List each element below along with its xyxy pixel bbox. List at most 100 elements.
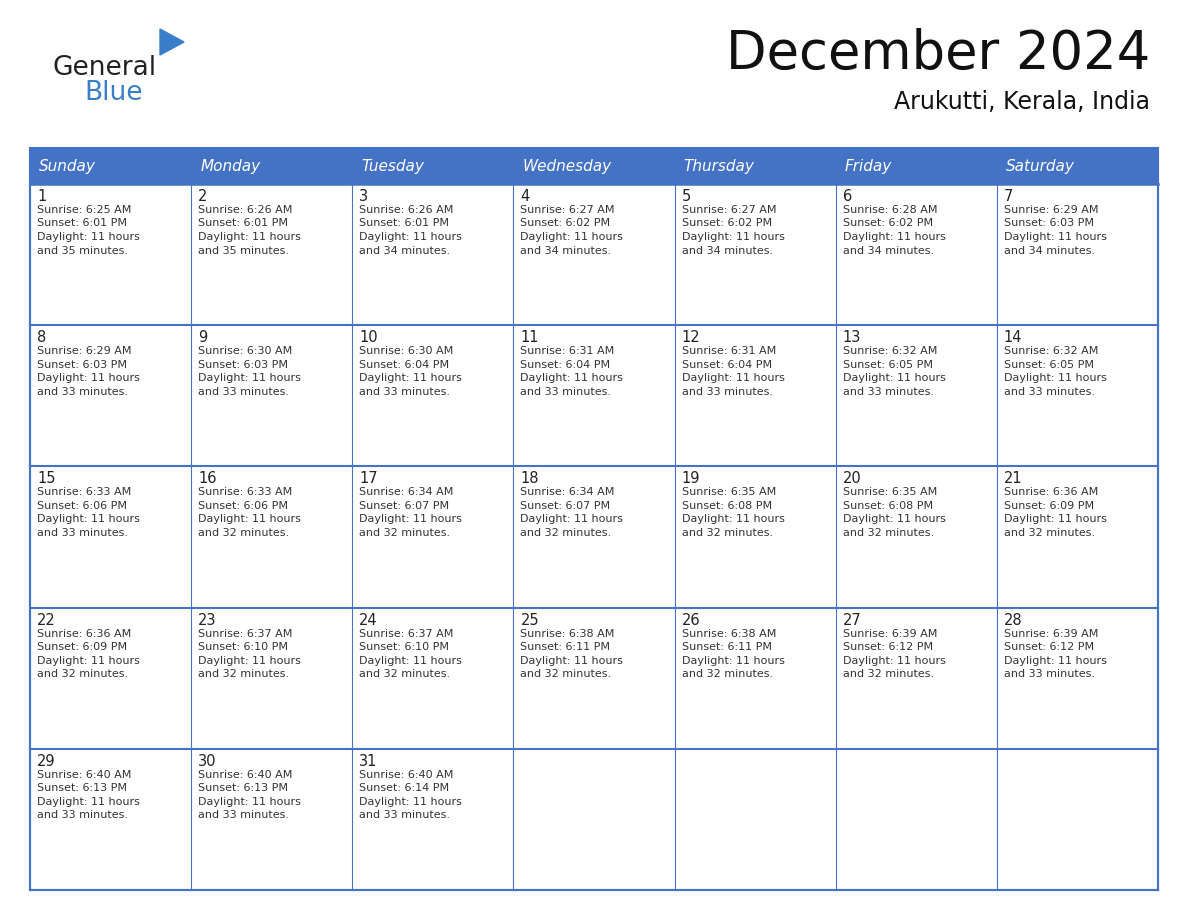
Text: Daylight: 11 hours: Daylight: 11 hours [198, 797, 301, 807]
Text: Sunset: 6:13 PM: Sunset: 6:13 PM [37, 783, 127, 793]
Text: Daylight: 11 hours: Daylight: 11 hours [520, 232, 624, 242]
Bar [353, 608, 513, 749]
Text: 7: 7 [1004, 189, 1013, 204]
Text: 28: 28 [1004, 612, 1023, 628]
Text: 3: 3 [359, 189, 368, 204]
Text: Sunrise: 6:27 AM: Sunrise: 6:27 AM [520, 205, 615, 215]
Text: Arukutti, Kerala, India: Arukutti, Kerala, India [895, 90, 1150, 114]
Text: and 34 minutes.: and 34 minutes. [1004, 245, 1095, 255]
Text: 11: 11 [520, 330, 539, 345]
Text: Sunrise: 6:36 AM: Sunrise: 6:36 AM [37, 629, 131, 639]
Text: Sunrise: 6:36 AM: Sunrise: 6:36 AM [1004, 487, 1098, 498]
Text: and 32 minutes.: and 32 minutes. [520, 669, 612, 679]
Text: Sunset: 6:02 PM: Sunset: 6:02 PM [520, 218, 611, 229]
Text: and 34 minutes.: and 34 minutes. [842, 245, 934, 255]
Text: Sunset: 6:13 PM: Sunset: 6:13 PM [198, 783, 289, 793]
Text: Daylight: 11 hours: Daylight: 11 hours [37, 232, 140, 242]
Text: and 33 minutes.: and 33 minutes. [1004, 669, 1095, 679]
Text: Sunset: 6:01 PM: Sunset: 6:01 PM [359, 218, 449, 229]
Text: Daylight: 11 hours: Daylight: 11 hours [520, 514, 624, 524]
Text: and 32 minutes.: and 32 minutes. [359, 528, 450, 538]
Text: and 32 minutes.: and 32 minutes. [520, 528, 612, 538]
Text: 19: 19 [682, 472, 700, 487]
Text: Sunrise: 6:40 AM: Sunrise: 6:40 AM [37, 770, 132, 779]
Text: and 33 minutes.: and 33 minutes. [37, 386, 128, 397]
Text: Sunrise: 6:27 AM: Sunrise: 6:27 AM [682, 205, 776, 215]
Text: Sunrise: 6:35 AM: Sunrise: 6:35 AM [842, 487, 937, 498]
Text: and 33 minutes.: and 33 minutes. [359, 386, 450, 397]
Bar [353, 148, 513, 184]
Bar [353, 325, 513, 466]
Bar [997, 466, 1158, 608]
Text: Sunrise: 6:39 AM: Sunrise: 6:39 AM [1004, 629, 1098, 639]
Bar [191, 325, 353, 466]
Bar [353, 184, 513, 325]
Text: Daylight: 11 hours: Daylight: 11 hours [198, 514, 301, 524]
Text: 8: 8 [37, 330, 46, 345]
Bar [353, 466, 513, 608]
Text: Sunset: 6:12 PM: Sunset: 6:12 PM [842, 642, 933, 652]
Bar [835, 466, 997, 608]
Text: Sunset: 6:05 PM: Sunset: 6:05 PM [1004, 360, 1094, 370]
Text: Sunset: 6:07 PM: Sunset: 6:07 PM [359, 501, 449, 511]
Text: Sunset: 6:05 PM: Sunset: 6:05 PM [842, 360, 933, 370]
Text: Daylight: 11 hours: Daylight: 11 hours [842, 514, 946, 524]
Text: Wednesday: Wednesday [523, 159, 612, 174]
Text: Tuesday: Tuesday [361, 159, 424, 174]
Bar [30, 184, 191, 325]
Text: Sunrise: 6:29 AM: Sunrise: 6:29 AM [37, 346, 132, 356]
Text: Sunrise: 6:25 AM: Sunrise: 6:25 AM [37, 205, 132, 215]
Text: Sunset: 6:07 PM: Sunset: 6:07 PM [520, 501, 611, 511]
Text: Daylight: 11 hours: Daylight: 11 hours [682, 374, 784, 383]
Text: Sunrise: 6:33 AM: Sunrise: 6:33 AM [37, 487, 131, 498]
Bar [835, 325, 997, 466]
Text: Blue: Blue [84, 80, 143, 106]
Text: 24: 24 [359, 612, 378, 628]
Polygon shape [160, 29, 184, 55]
Text: and 32 minutes.: and 32 minutes. [198, 528, 289, 538]
Text: 4: 4 [520, 189, 530, 204]
Bar [835, 184, 997, 325]
Text: Sunset: 6:03 PM: Sunset: 6:03 PM [198, 360, 289, 370]
Text: and 33 minutes.: and 33 minutes. [1004, 386, 1095, 397]
Text: and 33 minutes.: and 33 minutes. [682, 386, 772, 397]
Text: 21: 21 [1004, 472, 1023, 487]
Text: and 34 minutes.: and 34 minutes. [682, 245, 772, 255]
Text: 16: 16 [198, 472, 216, 487]
Text: Sunrise: 6:34 AM: Sunrise: 6:34 AM [520, 487, 615, 498]
Text: Sunset: 6:02 PM: Sunset: 6:02 PM [682, 218, 772, 229]
Text: Sunset: 6:01 PM: Sunset: 6:01 PM [198, 218, 289, 229]
Text: Thursday: Thursday [683, 159, 754, 174]
Text: Sunset: 6:14 PM: Sunset: 6:14 PM [359, 783, 449, 793]
Text: Sunrise: 6:32 AM: Sunrise: 6:32 AM [1004, 346, 1098, 356]
Bar [191, 749, 353, 890]
Text: December 2024: December 2024 [726, 28, 1150, 80]
Text: Sunrise: 6:26 AM: Sunrise: 6:26 AM [198, 205, 292, 215]
Text: Daylight: 11 hours: Daylight: 11 hours [842, 374, 946, 383]
Text: and 33 minutes.: and 33 minutes. [359, 811, 450, 821]
Text: 17: 17 [359, 472, 378, 487]
Text: 26: 26 [682, 612, 700, 628]
Text: and 33 minutes.: and 33 minutes. [520, 386, 612, 397]
Text: Daylight: 11 hours: Daylight: 11 hours [682, 514, 784, 524]
Text: 25: 25 [520, 612, 539, 628]
Text: and 32 minutes.: and 32 minutes. [359, 669, 450, 679]
Text: Sunday: Sunday [39, 159, 96, 174]
Text: Saturday: Saturday [1006, 159, 1075, 174]
Bar [835, 148, 997, 184]
Bar [997, 148, 1158, 184]
Bar [675, 148, 835, 184]
Text: Sunrise: 6:30 AM: Sunrise: 6:30 AM [198, 346, 292, 356]
Text: Sunset: 6:09 PM: Sunset: 6:09 PM [1004, 501, 1094, 511]
Bar [513, 184, 675, 325]
Bar [513, 608, 675, 749]
Text: Daylight: 11 hours: Daylight: 11 hours [1004, 374, 1107, 383]
Text: 20: 20 [842, 472, 861, 487]
Text: 15: 15 [37, 472, 56, 487]
Text: Sunset: 6:09 PM: Sunset: 6:09 PM [37, 642, 127, 652]
Text: and 32 minutes.: and 32 minutes. [842, 528, 934, 538]
Text: 27: 27 [842, 612, 861, 628]
Text: Sunrise: 6:29 AM: Sunrise: 6:29 AM [1004, 205, 1099, 215]
Text: Sunrise: 6:31 AM: Sunrise: 6:31 AM [682, 346, 776, 356]
Text: Daylight: 11 hours: Daylight: 11 hours [682, 232, 784, 242]
